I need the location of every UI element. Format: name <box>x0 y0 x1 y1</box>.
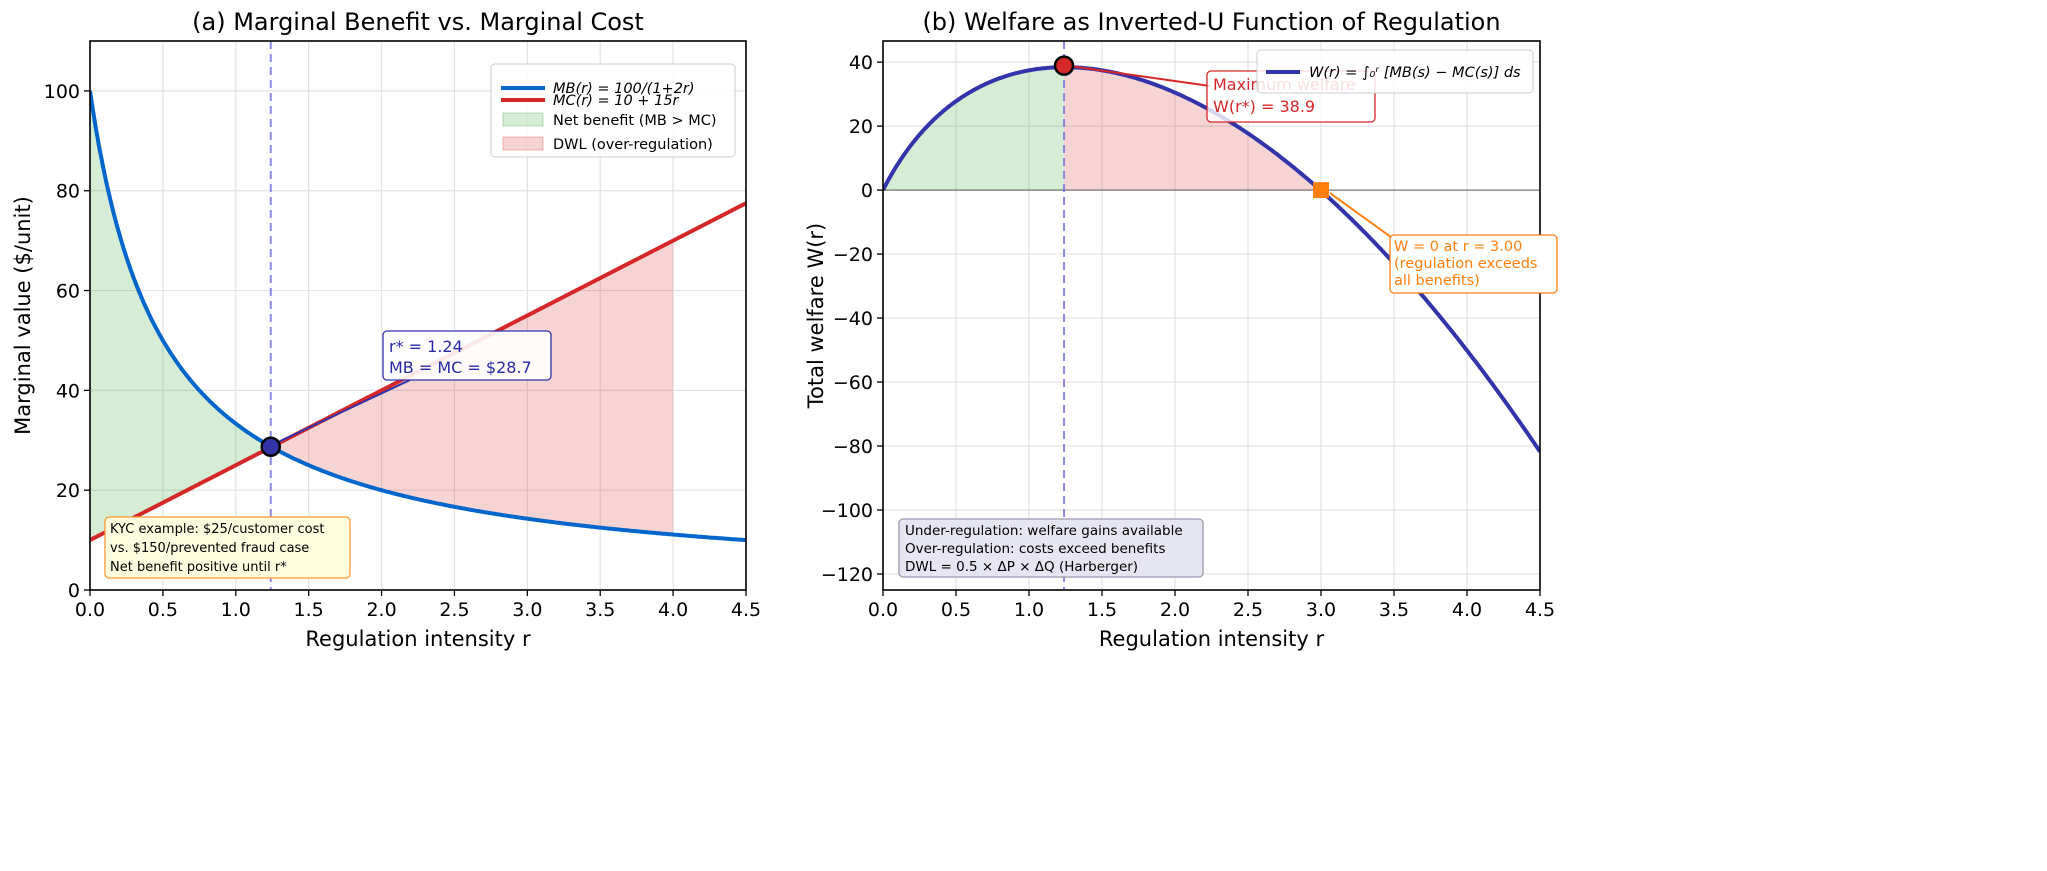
x-tick-label: 4.5 <box>1525 599 1555 621</box>
note-box <box>898 518 1204 578</box>
max-arrow <box>1073 65 1211 87</box>
y-tick-label: 40 <box>56 380 80 402</box>
zero-annotation-line3: all benefits) <box>1394 273 1480 289</box>
legend-dwl-swatch <box>502 136 544 151</box>
x-tick-label: 2.5 <box>1233 599 1263 621</box>
kyc-note-line1: KYC example: $25/customer cost <box>110 522 324 537</box>
x-axis-label: Regulation intensity r <box>305 627 531 651</box>
note-line2: Over-regulation: costs exceed benefits <box>905 541 1166 557</box>
y-tick-label: 100 <box>44 81 80 103</box>
x-tick-label: 4.5 <box>731 599 761 621</box>
legend-box <box>1256 49 1534 94</box>
note-line1: Under-regulation: welfare gains availabl… <box>905 523 1183 539</box>
panel-b-welfare-chart: 0.0 0.5 1.0 1.5 2.0 2.5 3.0 3.5 4.0 4.5 40 20 0 −20 −4… <box>804 8 1558 651</box>
legend-w-label: W(r) = ∫₀ʳ [MB(s) − MC(s)] ds <box>1309 65 1521 81</box>
zero-annotation-line2: (regulation exceeds <box>1394 256 1537 272</box>
legend-net-benefit-label: Net benefit (MB > MC) <box>553 113 717 129</box>
y-tick-label: 0 <box>861 180 873 202</box>
optimum-annotation-line2: MB = MC = $28.7 <box>389 358 532 377</box>
y-tick-label: −120 <box>821 564 873 586</box>
x-axis-label: Regulation intensity r <box>1099 627 1325 651</box>
x-tick-label: 3.0 <box>1306 599 1336 621</box>
zero-annotation-line1: W = 0 at r = 3.00 <box>1394 239 1522 255</box>
zero-welfare-point <box>1313 182 1329 199</box>
legend-mc-label: MC(r) = 10 + 15r <box>553 93 680 109</box>
x-tick-label: 2.5 <box>439 599 469 621</box>
y-tick-label: 20 <box>849 116 873 138</box>
dwl-area <box>1064 67 1321 191</box>
max-annotation-line2: W(r*) = 38.9 <box>1213 97 1315 116</box>
y-tick-label: −80 <box>833 436 873 458</box>
y-tick-label: 40 <box>849 52 873 74</box>
x-tick-label: 1.5 <box>1087 599 1117 621</box>
kyc-note-line3: Net benefit positive until r* <box>110 560 287 575</box>
x-tick-label: 0.0 <box>868 599 898 621</box>
dwl-area <box>270 240 674 535</box>
legend-mb-label: MB(r) = 100/(1+2r) <box>553 81 695 97</box>
x-tick-label: 1.5 <box>294 599 324 621</box>
optimum-annotation-box <box>382 330 552 381</box>
y-tick-label: −40 <box>833 308 873 330</box>
y-axis-label: Marginal value ($/unit) <box>11 196 35 435</box>
legend: MB(r) = 100/(1+2r)MC(r) = 10 + 15r Net be… <box>490 63 736 158</box>
x-tick-label: 0.0 <box>75 599 105 621</box>
axes-frame <box>89 40 747 591</box>
x-tick-label: 0.5 <box>148 599 178 621</box>
zero-annotation-box <box>1389 234 1558 294</box>
y-tick-label: −100 <box>821 500 873 522</box>
x-tick-label: 1.0 <box>1014 599 1044 621</box>
chart-title: (a) Marginal Benefit vs. Marginal Cost <box>192 8 644 36</box>
chart-title: (b) Welfare as Inverted-U Function of Re… <box>922 8 1500 36</box>
x-tick-label: 1.0 <box>221 599 251 621</box>
kyc-note-box <box>104 516 351 579</box>
max-welfare-point <box>1053 55 1075 76</box>
legend: W(r) = ∫₀ʳ [MB(s) − MC(s)] ds <box>1256 49 1534 94</box>
y-tick-label: −20 <box>833 244 873 266</box>
note-line3: DWL = 0.5 × ΔP × ΔQ (Harberger) <box>905 559 1138 575</box>
axes-frame <box>882 40 1541 591</box>
optimum-point <box>260 436 282 458</box>
x-tick-label: 2.0 <box>1160 599 1190 621</box>
y-tick-label: 80 <box>56 181 80 203</box>
y-tick-label: −60 <box>833 372 873 394</box>
y-tick-label: 0 <box>68 580 80 602</box>
legend-net-benefit-swatch <box>502 112 544 127</box>
net-benefit-area <box>883 67 1065 191</box>
series-line-0 <box>90 90 746 543</box>
legend-box <box>490 63 736 158</box>
x-tick-label: 3.0 <box>512 599 542 621</box>
zero-arrow <box>1329 192 1396 241</box>
panel-a-marginal-chart: 0.0 0.5 1.0 1.5 2.0 2.5 3.0 3.5 4.0 4.5 0 20 40 60 80 1… <box>11 8 761 651</box>
y-tick-label: 60 <box>56 281 80 303</box>
legend-dwl-label: DWL (over-regulation) <box>553 137 713 153</box>
optimum-annotation-line1: r* = 1.24 <box>389 337 463 356</box>
x-tick-label: 3.5 <box>1379 599 1409 621</box>
x-tick-label: 4.0 <box>658 599 688 621</box>
net-benefit-area <box>90 90 271 541</box>
y-tick-label: 20 <box>56 480 80 502</box>
optimum-arrow <box>278 379 411 443</box>
x-tick-label: 4.0 <box>1452 599 1482 621</box>
y-axis-label: Total welfare W(r) <box>804 223 828 409</box>
x-tick-label: 0.5 <box>941 599 971 621</box>
x-tick-label: 2.0 <box>366 599 396 621</box>
kyc-note-line2: vs. $150/prevented fraud case <box>110 541 309 556</box>
plot-area <box>883 41 1540 590</box>
x-tick-label: 3.5 <box>585 599 615 621</box>
